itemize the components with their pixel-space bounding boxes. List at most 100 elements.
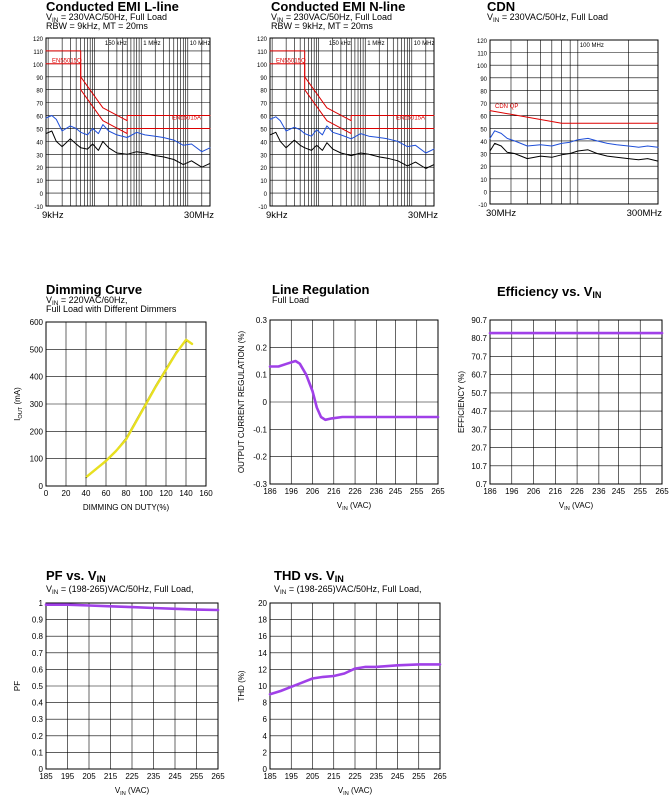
y-tick-label: 20 <box>258 599 267 608</box>
series-line <box>489 130 659 148</box>
x-tick-label: 120 <box>159 489 173 498</box>
frequency-marker-label: 150 kHz <box>105 41 127 47</box>
x-tick-label: 265 <box>433 772 447 781</box>
y-tick-label: -10 <box>258 205 267 211</box>
y-tick-label: -0.3 <box>253 480 267 489</box>
y-tick-label: 0.5 <box>32 682 44 691</box>
x-tick-label: 236 <box>592 487 606 496</box>
y-tick-label: 0.1 <box>256 371 268 380</box>
y-axis-label: EFFICIENCY (%) <box>457 371 466 433</box>
y-tick-label: 90 <box>36 76 43 82</box>
x-tick-label: 255 <box>410 487 424 496</box>
y-tick-label: 50.7 <box>471 389 487 398</box>
chart-subtitle: VIN = (198-265)VAC/50Hz, Full Load, <box>46 584 193 596</box>
x-tick-label: 206 <box>306 487 320 496</box>
y-tick-label: 40 <box>260 140 267 146</box>
chart-subtitle: Full Load with Different Dimmers <box>46 304 177 314</box>
y-tick-label: 4 <box>263 732 268 741</box>
x-tick-label: 80 <box>122 489 131 498</box>
x-tick-label: 185 <box>263 772 277 781</box>
plot-frame <box>269 37 435 207</box>
x-tick-label: 20 <box>62 489 71 498</box>
series-line <box>269 116 435 154</box>
x-tick-label: 225 <box>125 772 139 781</box>
y-tick-label: 18 <box>258 616 267 625</box>
y-tick-label: 30 <box>480 153 487 159</box>
x-tick-label: 40 <box>82 489 91 498</box>
y-tick-label: 1 <box>39 599 44 608</box>
y-tick-label: 0 <box>263 398 268 407</box>
y-tick-label: 0.2 <box>256 343 268 352</box>
y-tick-label: -10 <box>478 203 487 209</box>
y-tick-label: 0.8 <box>32 632 44 641</box>
x-tick-label: 0 <box>44 489 49 498</box>
y-tick-label: 60 <box>480 115 487 121</box>
y-tick-label: 110 <box>257 50 267 56</box>
y-tick-label: 6 <box>263 715 268 724</box>
series-line <box>45 130 211 168</box>
y-tick-label: 10 <box>260 179 267 185</box>
x-tick-label: 235 <box>147 772 161 781</box>
x-tick-label: 60 <box>102 489 111 498</box>
y-tick-label: 600 <box>30 318 44 327</box>
x-tick-label: 225 <box>348 772 362 781</box>
y-tick-label: 0.9 <box>32 616 44 625</box>
chart-efficiency: Efficiency vs. VIN 0.7 10.7 20.7 30.7 40.7 50.… <box>457 284 669 512</box>
chart-title: Line Regulation <box>272 282 370 297</box>
y-tick-label: 10 <box>36 179 43 185</box>
y-tick-label: 0 <box>484 190 488 196</box>
y-tick-label: 100 <box>33 63 44 69</box>
y-tick-label: 0.6 <box>32 665 44 674</box>
x-axis-label: VIN (VAC) <box>115 786 150 797</box>
y-tick-label: 70.7 <box>471 352 487 361</box>
y-tick-label: 12 <box>258 665 267 674</box>
y-tick-label: 90 <box>260 76 267 82</box>
y-tick-label: 14 <box>258 649 267 658</box>
x-tick-label: 226 <box>348 487 362 496</box>
x-tick-label: 235 <box>370 772 384 781</box>
y-tick-label: 0 <box>264 192 268 198</box>
x-tick-label: 245 <box>168 772 182 781</box>
x-tick-label: 186 <box>263 487 277 496</box>
chart-title: Conducted EMI N-line <box>271 0 405 14</box>
y-tick-label: 20.7 <box>471 444 487 453</box>
y-tick-label: 0.7 <box>32 649 44 658</box>
x-axis-label: VIN (VAC) <box>559 501 594 512</box>
y-tick-label: 60 <box>36 115 43 121</box>
chart-subtitle: RBW = 9kHz, MT = 20ms <box>46 21 148 31</box>
y-tick-label: 30 <box>260 153 267 159</box>
y-axis-label: PF <box>13 681 22 691</box>
y-tick-label: 100 <box>257 63 268 69</box>
y-tick-label: 40.7 <box>471 407 487 416</box>
x-tick-label: 205 <box>306 772 320 781</box>
y-tick-label: 70 <box>36 102 43 108</box>
chart-subtitle: VIN = 220VAC/60Hz, <box>46 295 127 307</box>
y-axis-label: THD (%) <box>237 670 246 701</box>
series-line <box>268 663 442 696</box>
x-tick-label: 215 <box>104 772 118 781</box>
plot-frame <box>45 37 211 207</box>
y-tick-label: -0.1 <box>253 425 267 434</box>
series-line <box>489 142 659 162</box>
x-tick-label: 245 <box>389 487 403 496</box>
y-tick-label: 80 <box>260 89 267 95</box>
series-line <box>269 50 435 122</box>
x-tick-label: 255 <box>190 772 204 781</box>
x-tick-label: 226 <box>570 487 584 496</box>
y-tick-label: 2 <box>263 748 268 757</box>
plot-frame <box>489 39 659 205</box>
x-tick-label: 9kHz <box>42 210 64 221</box>
x-tick-label: 255 <box>634 487 648 496</box>
series-line <box>489 110 659 124</box>
y-tick-label: 10 <box>258 682 267 691</box>
y-axis-label: IOUT (mA) <box>13 387 24 421</box>
y-tick-label: 40 <box>36 140 43 146</box>
x-tick-label: 245 <box>391 772 405 781</box>
y-tick-label: 110 <box>33 50 43 56</box>
y-tick-label: -0.2 <box>253 453 267 462</box>
x-tick-label: 185 <box>39 772 53 781</box>
y-axis-label: OUTPUT CURRENT REGULATION (%) <box>237 331 246 474</box>
